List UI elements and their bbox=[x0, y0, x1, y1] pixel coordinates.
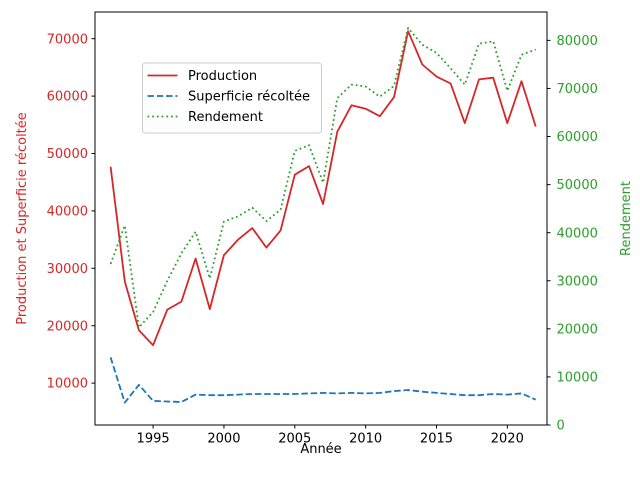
left-axis-tick-label: 20000 bbox=[47, 319, 88, 334]
right-axis-tick-label: 70000 bbox=[557, 82, 598, 97]
x-axis-tick-label: 2020 bbox=[491, 432, 524, 447]
x-axis-tick-label: 2000 bbox=[207, 432, 240, 447]
right-axis-tick-label: 10000 bbox=[557, 371, 598, 386]
legend-entry-label: Rendement bbox=[188, 110, 263, 125]
right-axis-label: Rendement bbox=[619, 181, 634, 256]
x-axis-tick-label: 2005 bbox=[278, 432, 311, 447]
right-axis-tick-label: 20000 bbox=[557, 322, 598, 337]
left-axis-tick-label: 30000 bbox=[47, 262, 88, 277]
right-axis-tick-label: 30000 bbox=[557, 274, 598, 289]
right-axis-tick-label: 80000 bbox=[557, 34, 598, 49]
superficie-r-colt-e-line bbox=[109, 357, 537, 404]
x-axis-label: Année bbox=[300, 442, 341, 457]
left-axis-tick-label: 10000 bbox=[47, 377, 88, 392]
production-line bbox=[109, 30, 537, 347]
right-axis-tick-label: 40000 bbox=[557, 226, 598, 241]
right-axis-tick-label: 60000 bbox=[557, 130, 598, 145]
left-axis-tick-label: 60000 bbox=[47, 90, 88, 105]
left-axis-tick-label: 70000 bbox=[47, 32, 88, 47]
left-axis-tick-label: 40000 bbox=[47, 204, 88, 219]
legend-box bbox=[142, 62, 322, 134]
left-axis-label: Production et Superficie récoltée bbox=[15, 112, 30, 325]
x-axis-tick-label: 2010 bbox=[349, 432, 382, 447]
right-axis-tick-label: 50000 bbox=[557, 178, 598, 193]
left-axis-tick-label: 50000 bbox=[47, 147, 88, 162]
x-axis-tick-label: 2015 bbox=[420, 432, 453, 447]
right-axis-tick-label: 0 bbox=[557, 419, 565, 434]
plot-border bbox=[94, 11, 548, 426]
x-axis-tick-label: 1995 bbox=[137, 432, 170, 447]
legend-entry-label: Production bbox=[188, 69, 257, 84]
legend-entry-label: Superficie récoltée bbox=[188, 90, 310, 105]
